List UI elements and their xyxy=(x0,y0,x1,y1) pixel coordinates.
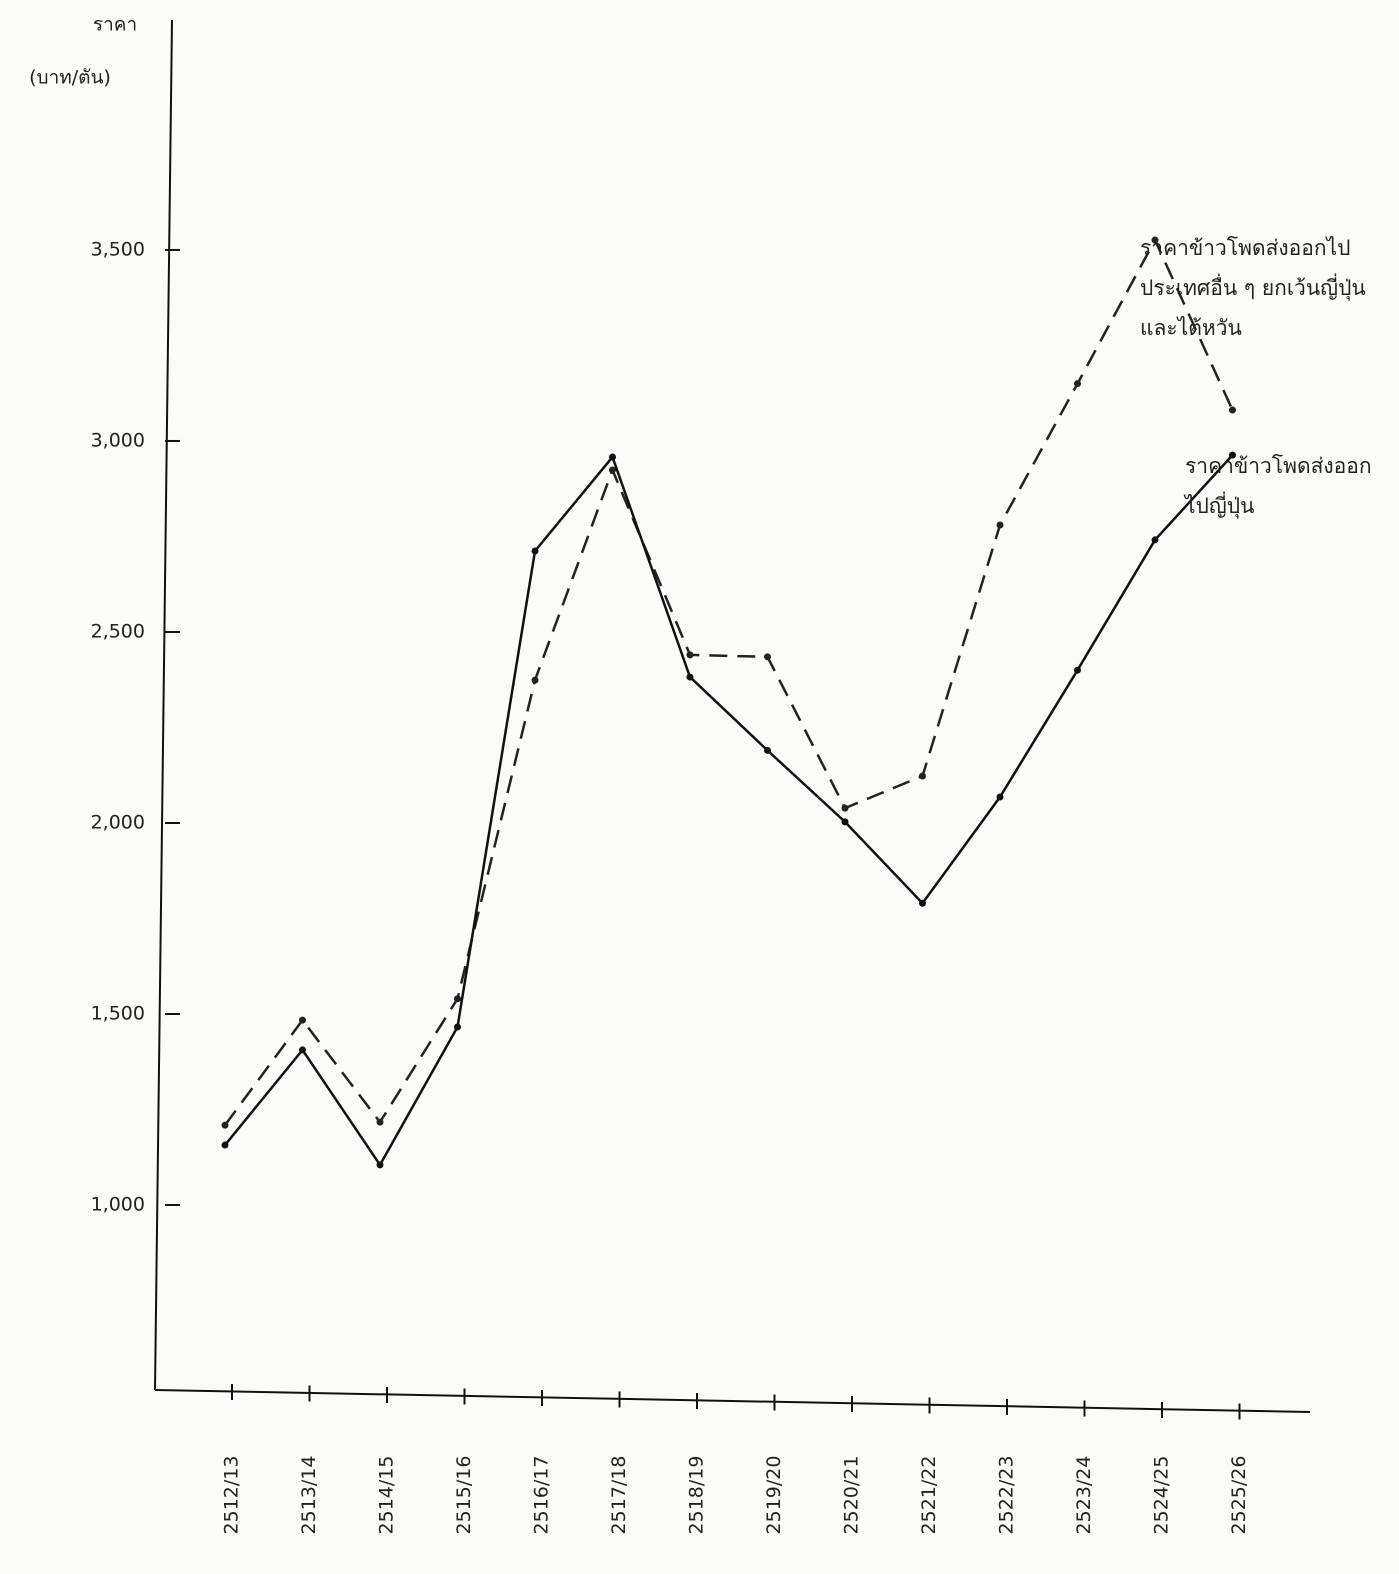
x-tick-label: 2518/19 xyxy=(686,1456,708,1535)
x-tick-label: 2524/25 xyxy=(1151,1456,1173,1535)
data-point xyxy=(996,793,1004,801)
data-point xyxy=(454,1023,461,1031)
x-tick-label: 2512/13 xyxy=(221,1456,243,1535)
data-point xyxy=(454,995,461,1003)
x-tick-label: 2513/14 xyxy=(298,1456,320,1535)
legend-entry: ราคาข้าวโพดส่งออกไปประเทศอื่น ๆ ยกเว้นญี… xyxy=(1140,236,1366,340)
x-tick-label: 2516/17 xyxy=(531,1456,553,1535)
data-point xyxy=(919,772,926,780)
y-tick-label: 3,000 xyxy=(91,429,145,451)
y-axis-label: ราคา xyxy=(93,14,137,36)
y-tick-label: 1,000 xyxy=(91,1194,145,1216)
data-point xyxy=(609,466,616,474)
data-point xyxy=(1074,666,1081,674)
series-line xyxy=(223,237,1234,1126)
data-point xyxy=(764,746,771,754)
x-axis xyxy=(154,1389,1311,1413)
data-point xyxy=(221,1141,229,1149)
data-point xyxy=(764,653,771,661)
data-point xyxy=(919,899,926,907)
data-point xyxy=(609,453,616,461)
data-point xyxy=(376,1161,384,1169)
data-point xyxy=(686,673,694,681)
x-tick-label: 2521/22 xyxy=(918,1456,940,1535)
data-point xyxy=(841,804,849,812)
data-point xyxy=(1151,236,1159,244)
data-point xyxy=(686,651,694,659)
x-tick-label: 2522/23 xyxy=(996,1456,1018,1535)
x-tick-label: 2517/18 xyxy=(608,1456,630,1535)
y-axis xyxy=(154,19,173,1391)
data-point xyxy=(1151,536,1159,544)
x-tick-label: 2519/20 xyxy=(763,1456,785,1535)
y-tick-label: 1,500 xyxy=(91,1003,145,1025)
data-point xyxy=(996,521,1004,529)
x-tick-label: 2523/24 xyxy=(1073,1456,1095,1535)
data-point xyxy=(531,676,539,684)
series-line xyxy=(224,454,1234,1168)
data-point xyxy=(841,818,849,826)
x-tick-label: 2514/15 xyxy=(376,1456,398,1535)
data-point xyxy=(531,547,539,555)
y-tick-label: 2,500 xyxy=(91,620,145,642)
x-tick-label: 2525/26 xyxy=(1228,1456,1250,1535)
data-point xyxy=(299,1016,306,1024)
data-point xyxy=(1229,406,1236,414)
data-point xyxy=(1229,451,1236,459)
data-point xyxy=(299,1046,306,1054)
data-point xyxy=(376,1118,384,1126)
y-tick-label: 3,500 xyxy=(91,238,145,260)
y-axis-unit: (บาท/ตัน) xyxy=(29,67,111,89)
data-point xyxy=(221,1121,229,1129)
x-tick-label: 2515/16 xyxy=(453,1456,475,1535)
data-point xyxy=(1074,380,1081,388)
y-tick-label: 2,000 xyxy=(91,811,145,833)
legend-entry: ราคาข้าวโพดส่งออกไปญี่ปุ่น xyxy=(1185,454,1372,518)
x-tick-label: 2520/21 xyxy=(841,1456,863,1535)
